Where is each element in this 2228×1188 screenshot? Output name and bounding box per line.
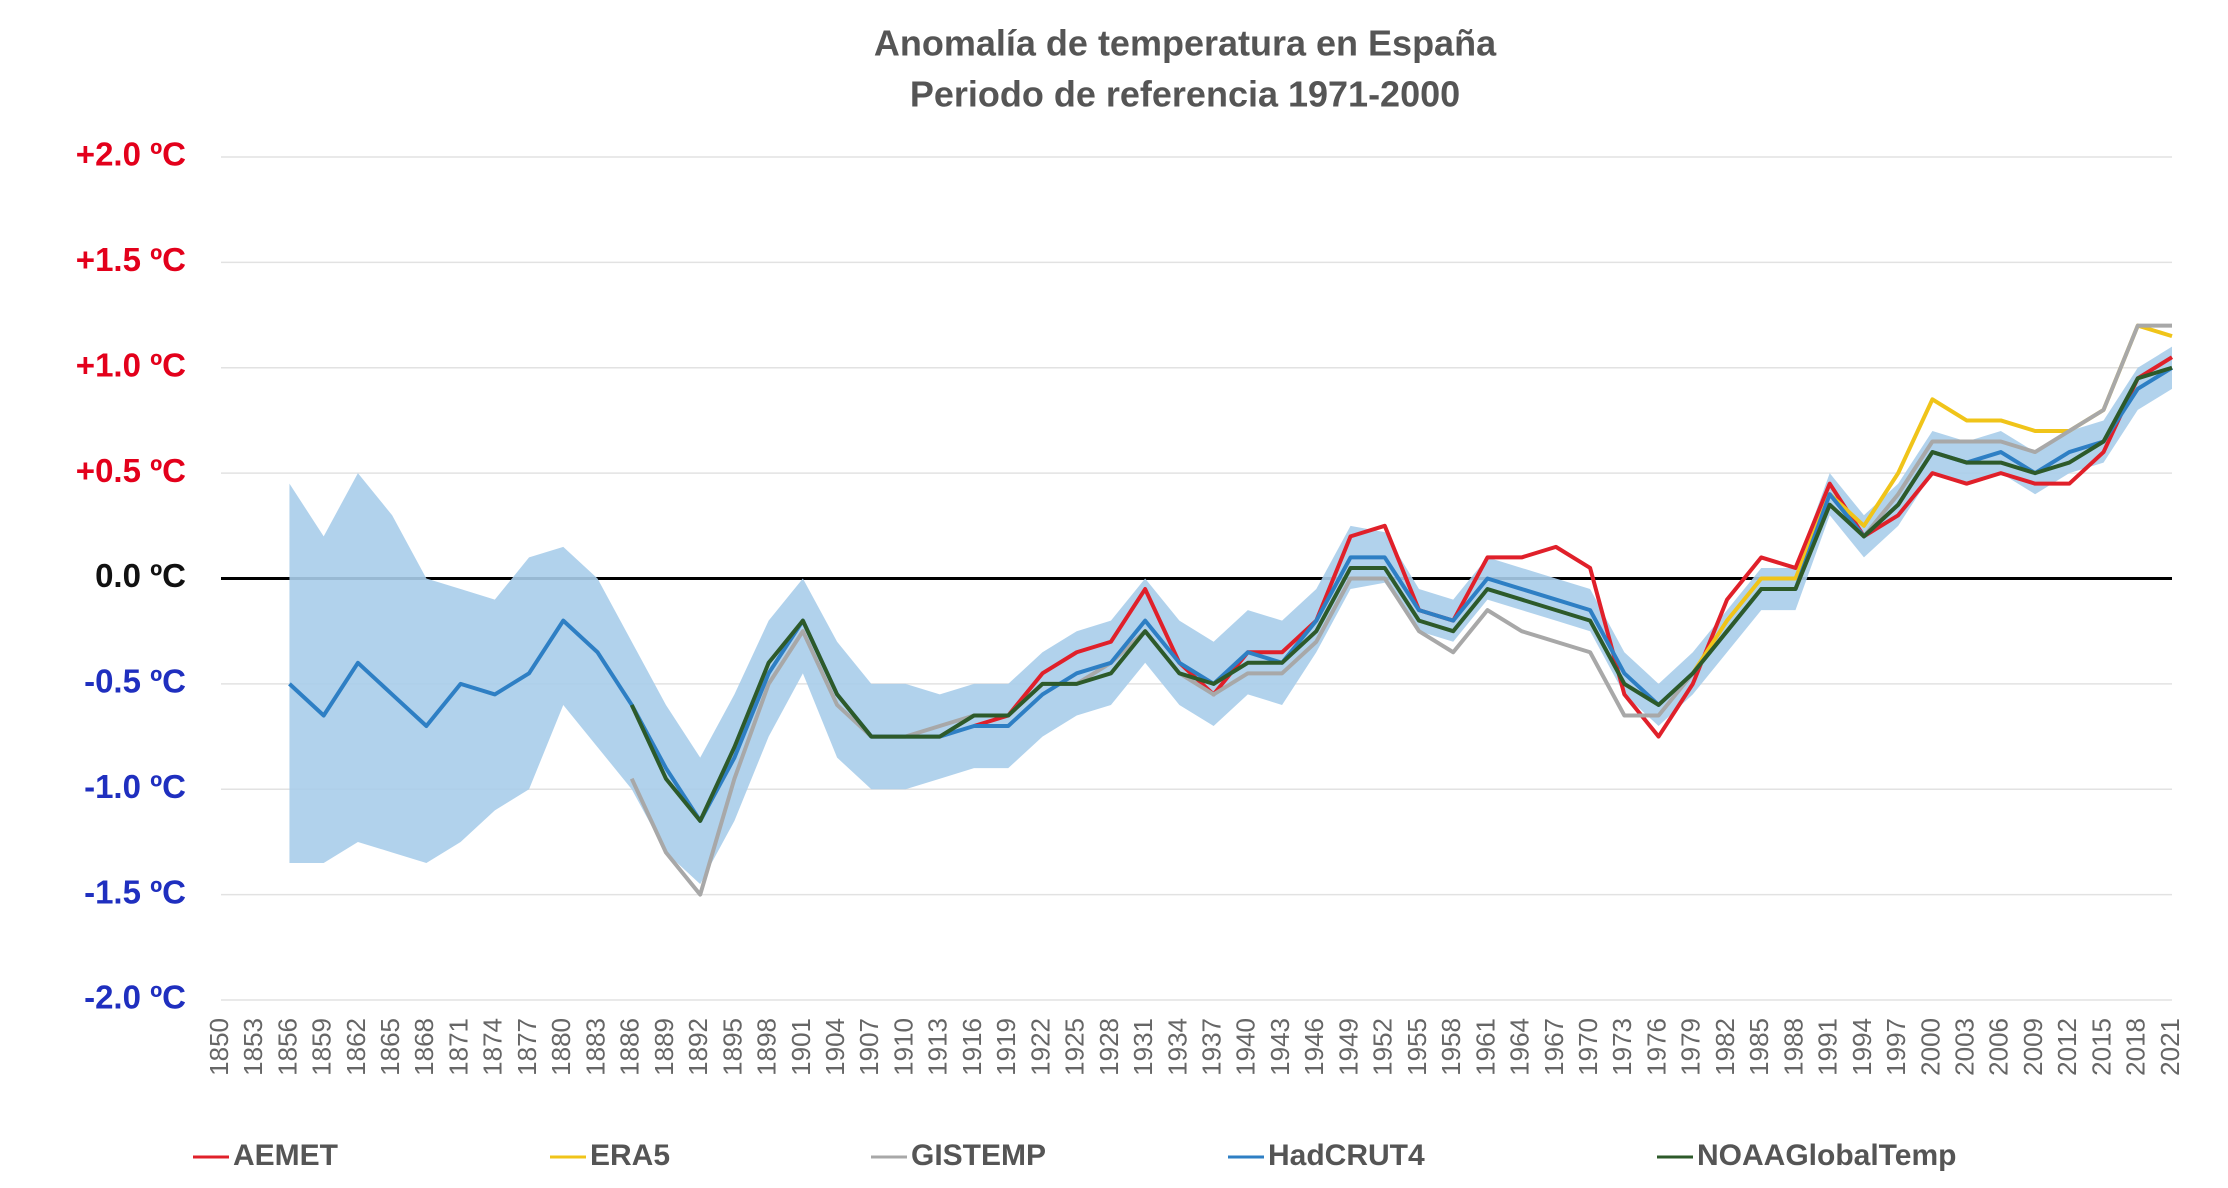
x-tick-label: 1997 <box>1881 1018 1911 1076</box>
x-tick-label: 1958 <box>1436 1018 1466 1076</box>
x-tick-label: 1943 <box>1265 1018 1295 1076</box>
x-tick-label: 1931 <box>1128 1018 1158 1076</box>
series-line <box>629 323 2172 897</box>
x-tick-label: 2018 <box>2121 1018 2151 1076</box>
x-tick-label: 1955 <box>1402 1018 1432 1076</box>
x-tick-label: 1862 <box>341 1018 371 1076</box>
x-tick-label: 1985 <box>1744 1018 1774 1076</box>
x-tick-label: 1910 <box>888 1018 918 1076</box>
x-tick-label: 1988 <box>1778 1018 1808 1076</box>
y-tick-label: +1.0 ºC <box>76 346 186 383</box>
x-tick-label: 1970 <box>1573 1018 1603 1076</box>
x-tick-label: 1940 <box>1231 1018 1261 1076</box>
x-tick-label: 1928 <box>1094 1018 1124 1076</box>
x-tick-label: 1979 <box>1676 1018 1706 1076</box>
x-tick-label: 1901 <box>786 1018 816 1076</box>
x-tick-label: 2021 <box>2155 1018 2185 1076</box>
x-tick-label: 1949 <box>1333 1018 1363 1076</box>
x-tick-label: 1895 <box>717 1018 747 1076</box>
y-tick-label: 0.0 ºC <box>95 557 186 594</box>
x-tick-label: 2006 <box>1984 1018 2014 1076</box>
series-line <box>629 365 2173 823</box>
x-tick-label: 2003 <box>1950 1018 1980 1076</box>
x-tick-label: 1889 <box>649 1018 679 1076</box>
x-tick-label: 1961 <box>1470 1018 1500 1076</box>
x-tick-label: 1892 <box>683 1018 713 1076</box>
x-tick-label: 1883 <box>580 1018 610 1076</box>
chart-title: Anomalía de temperatura en España <box>874 23 1497 64</box>
x-tick-label: 1925 <box>1060 1018 1090 1076</box>
x-tick-label: 1982 <box>1710 1018 1740 1076</box>
y-tick-label: +2.0 ºC <box>76 136 186 173</box>
y-tick-label: -1.0 ºC <box>84 768 186 805</box>
x-tick-label: 1898 <box>752 1018 782 1076</box>
y-tick-label: +0.5 ºC <box>76 452 186 489</box>
series-line <box>973 355 2174 739</box>
x-tick-label: 1964 <box>1505 1018 1535 1076</box>
x-tick-label: 2000 <box>1915 1018 1945 1076</box>
x-tick-label: 1922 <box>1025 1018 1055 1076</box>
x-tick-label: 1868 <box>409 1018 439 1076</box>
x-tick-label: 1994 <box>1847 1018 1877 1076</box>
y-tick-label: -0.5 ºC <box>84 663 186 700</box>
x-tick-label: 1874 <box>478 1018 508 1076</box>
x-tick-label: 1967 <box>1539 1018 1569 1076</box>
x-tick-label: 1850 <box>204 1018 234 1076</box>
legend-label: NOAAGlobalTemp <box>1697 1139 1956 1172</box>
x-tick-label: 1865 <box>375 1018 405 1076</box>
x-tick-label: 1991 <box>1813 1018 1843 1076</box>
x-tick-label: 1907 <box>854 1018 884 1076</box>
x-tick-label: 1919 <box>991 1018 1021 1076</box>
y-tick-label: -2.0 ºC <box>84 979 186 1016</box>
x-tick-label: 1937 <box>1196 1018 1226 1076</box>
x-tick-label: 2015 <box>2086 1018 2116 1076</box>
x-tick-label: 2012 <box>2052 1018 2082 1076</box>
x-tick-label: 2009 <box>2018 1018 2048 1076</box>
x-tick-label: 1934 <box>1162 1018 1192 1076</box>
x-tick-label: 1877 <box>512 1018 542 1076</box>
x-tick-label: 1913 <box>923 1018 953 1076</box>
x-tick-label: 1973 <box>1607 1018 1637 1076</box>
y-tick-label: -1.5 ºC <box>84 873 186 910</box>
x-tick-label: 1871 <box>443 1018 473 1076</box>
chart-subtitle: Periodo de referencia 1971-2000 <box>910 74 1460 115</box>
y-tick-label: +1.5 ºC <box>76 241 186 278</box>
legend-label: HadCRUT4 <box>1268 1139 1425 1172</box>
uncertainty-band <box>289 346 2172 885</box>
x-tick-label: 1859 <box>307 1018 337 1076</box>
series-line <box>1691 323 2173 675</box>
legend-label: AEMET <box>233 1139 338 1172</box>
x-tick-label: 1880 <box>546 1018 576 1076</box>
x-tick-label: 1916 <box>957 1018 987 1076</box>
legend-label: GISTEMP <box>911 1139 1046 1172</box>
x-tick-label: 1886 <box>615 1018 645 1076</box>
x-tick-label: 1856 <box>272 1018 302 1076</box>
legend-label: ERA5 <box>590 1139 670 1172</box>
x-tick-label: 1904 <box>820 1018 850 1076</box>
x-tick-label: 1853 <box>238 1018 268 1076</box>
x-tick-label: 1976 <box>1641 1018 1671 1076</box>
x-tick-label: 1946 <box>1299 1018 1329 1076</box>
x-tick-label: 1952 <box>1368 1018 1398 1076</box>
